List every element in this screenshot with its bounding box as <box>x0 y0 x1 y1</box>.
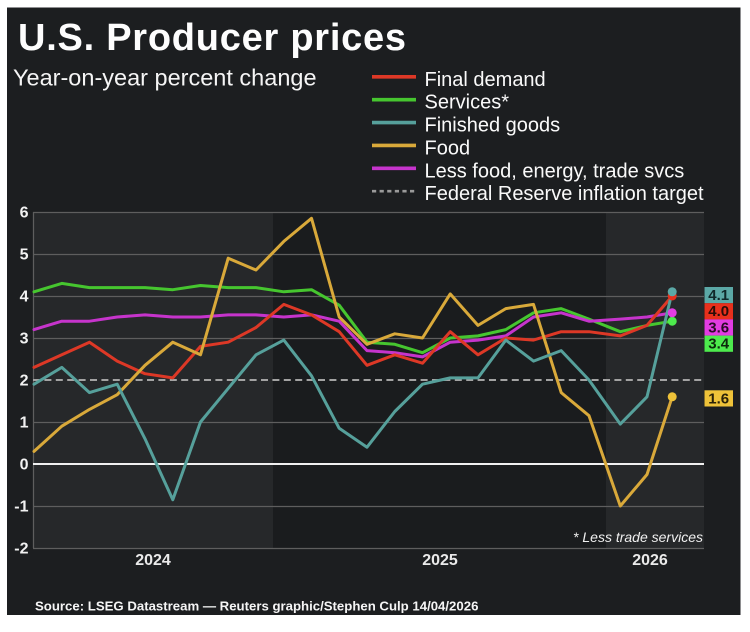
svg-text:2025: 2025 <box>422 552 458 569</box>
svg-text:5: 5 <box>20 247 29 264</box>
svg-text:2: 2 <box>20 373 29 390</box>
svg-text:4.0: 4.0 <box>708 303 729 320</box>
svg-text:3.6: 3.6 <box>708 319 729 336</box>
svg-text:4: 4 <box>20 289 29 306</box>
svg-text:2026: 2026 <box>632 552 668 569</box>
svg-text:3.4: 3.4 <box>708 336 730 353</box>
svg-text:Services*: Services* <box>425 92 510 114</box>
svg-text:1: 1 <box>20 415 29 432</box>
svg-text:Food: Food <box>425 137 471 159</box>
svg-text:0: 0 <box>20 457 29 474</box>
svg-text:4.1: 4.1 <box>708 287 729 304</box>
svg-text:Final demand: Final demand <box>425 69 546 91</box>
svg-text:U.S. Producer prices: U.S. Producer prices <box>18 17 407 59</box>
svg-text:3: 3 <box>20 331 29 348</box>
svg-text:Year-on-year percent change: Year-on-year percent change <box>13 65 317 91</box>
svg-text:Federal Reserve inflation targ: Federal Reserve inflation target <box>425 183 704 205</box>
svg-text:Finished goods: Finished goods <box>425 115 561 137</box>
svg-text:* Less trade services: * Less trade services <box>573 529 703 545</box>
svg-text:1.6: 1.6 <box>708 390 729 407</box>
svg-text:Less food, energy, trade svcs: Less food, energy, trade svcs <box>425 160 685 182</box>
svg-text:Source: LSEG Datastream — Reut: Source: LSEG Datastream — Reuters graphi… <box>35 599 478 614</box>
svg-text:2024: 2024 <box>135 552 171 569</box>
svg-text:-1: -1 <box>14 499 28 516</box>
svg-text:-2: -2 <box>14 541 28 558</box>
svg-text:6: 6 <box>20 205 29 222</box>
